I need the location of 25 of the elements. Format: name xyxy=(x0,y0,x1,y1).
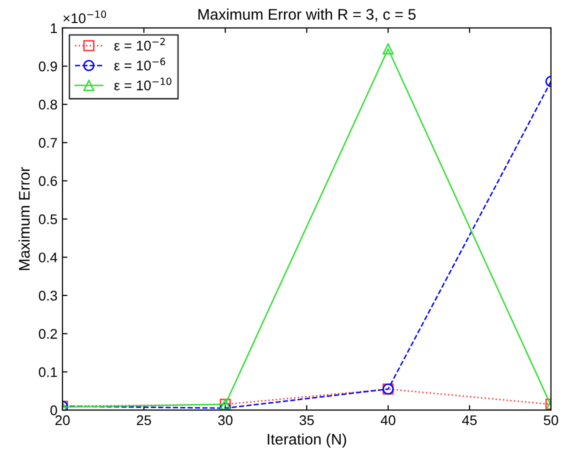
y-axis-title: Maximum Error xyxy=(18,167,30,270)
y-tick-label: 0.9 xyxy=(38,62,57,72)
y-tick-label: 0.7 xyxy=(38,138,57,148)
y-tick-label: 0.1 xyxy=(38,367,57,378)
y-tick-label: 1 xyxy=(50,23,57,33)
x-tick-label: 40 xyxy=(380,415,396,426)
y-tick-label: 0.2 xyxy=(38,328,57,339)
x-tick-label: 20 xyxy=(55,415,70,426)
y-tick-label: 0.6 xyxy=(38,176,58,186)
chart-title: Maximum Error with R = 3, c = 5 xyxy=(198,8,416,22)
y-tick-label: 0.8 xyxy=(38,100,58,110)
x-tick-label: 30 xyxy=(218,415,232,426)
legend-label: ε = 10$^{−10}$ xyxy=(114,78,172,90)
x-tick-label: 35 xyxy=(300,415,314,426)
y-tick-label: 0.3 xyxy=(38,290,58,301)
x-tick-label: 45 xyxy=(462,415,477,426)
y-tick-label: 0 xyxy=(50,405,58,416)
legend-label: ε = 10$^{−2}$ xyxy=(114,38,165,51)
x-axis-title: Iteration (N) xyxy=(268,433,346,448)
y-tick-label: 0.5 xyxy=(38,214,58,224)
x-tick-label: 50 xyxy=(544,415,558,426)
y-tick-label: 0.4 xyxy=(38,252,58,262)
text: ×10$^{−10}$ xyxy=(63,10,106,24)
legend-label: ε = 10$^{−6}$ xyxy=(114,58,166,70)
x-tick-label: 25 xyxy=(136,415,152,426)
